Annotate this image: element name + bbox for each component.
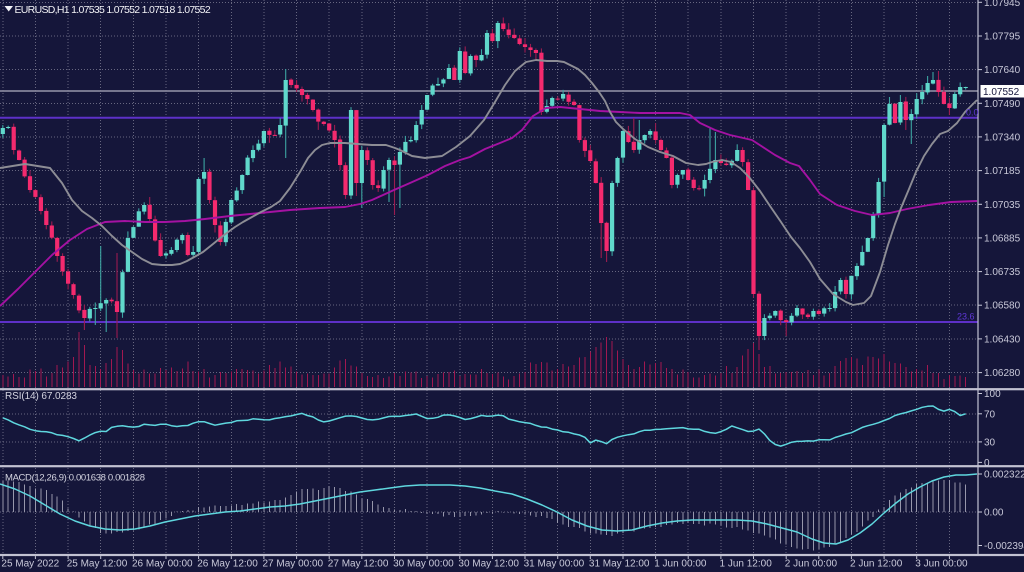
svg-text:1.07640: 1.07640	[984, 65, 1021, 76]
svg-text:1.07185: 1.07185	[984, 166, 1021, 177]
svg-text:27 May 00:00: 27 May 00:00	[263, 559, 324, 570]
svg-text:0.002322: 0.002322	[984, 470, 1024, 481]
svg-text:25 May 12:00: 25 May 12:00	[67, 559, 128, 570]
svg-text:0.0: 0.0	[966, 108, 979, 118]
svg-text:-0.002394: -0.002394	[984, 541, 1024, 552]
svg-text:0: 0	[984, 458, 990, 469]
svg-text:1.07795: 1.07795	[984, 32, 1021, 43]
svg-text:30 May 12:00: 30 May 12:00	[458, 559, 519, 570]
svg-text:1.06580: 1.06580	[984, 301, 1021, 312]
svg-text:1 Jun 00:00: 1 Jun 00:00	[654, 559, 707, 570]
svg-text:31 May 12:00: 31 May 12:00	[589, 559, 650, 570]
svg-text:1.07552: 1.07552	[983, 87, 1020, 98]
svg-text:26 May 12:00: 26 May 12:00	[197, 559, 258, 570]
svg-text:31 May 00:00: 31 May 00:00	[524, 559, 585, 570]
svg-text:26 May 00:00: 26 May 00:00	[132, 559, 193, 570]
svg-text:1.07490: 1.07490	[984, 99, 1021, 110]
svg-text:MACD(12,26,9) 0.001638 0.00182: MACD(12,26,9) 0.001638 0.001828	[5, 473, 145, 484]
svg-text:70: 70	[984, 409, 996, 420]
svg-text:1.06430: 1.06430	[984, 334, 1021, 345]
svg-text:1.06735: 1.06735	[984, 267, 1021, 278]
svg-text:23.6: 23.6	[957, 312, 975, 322]
svg-text:2 Jun 00:00: 2 Jun 00:00	[785, 559, 838, 570]
svg-text:1 Jun 12:00: 1 Jun 12:00	[720, 559, 773, 570]
svg-text:1.07340: 1.07340	[984, 132, 1021, 143]
svg-text:1.07035: 1.07035	[984, 200, 1021, 211]
svg-text:1.06280: 1.06280	[984, 368, 1021, 379]
svg-text:0.00: 0.00	[984, 508, 1004, 519]
svg-text:RSI(14) 67.0283: RSI(14) 67.0283	[5, 391, 77, 402]
svg-text:3 Jun 00:00: 3 Jun 00:00	[915, 559, 968, 570]
svg-text:30 May 00:00: 30 May 00:00	[393, 559, 454, 570]
svg-text:EURUSD,H1 1.07535 1.07552 1.0: EURUSD,H1 1.07535 1.07552 1.07518 1.0755…	[15, 4, 211, 16]
svg-text:100: 100	[984, 389, 1001, 400]
svg-text:30: 30	[984, 437, 996, 448]
svg-text:1.07945: 1.07945	[984, 0, 1021, 9]
svg-text:2 Jun 12:00: 2 Jun 12:00	[850, 559, 903, 570]
svg-text:27 May 12:00: 27 May 12:00	[328, 559, 389, 570]
svg-text:25 May 2022: 25 May 2022	[1, 559, 59, 570]
svg-text:1.06885: 1.06885	[984, 233, 1021, 244]
